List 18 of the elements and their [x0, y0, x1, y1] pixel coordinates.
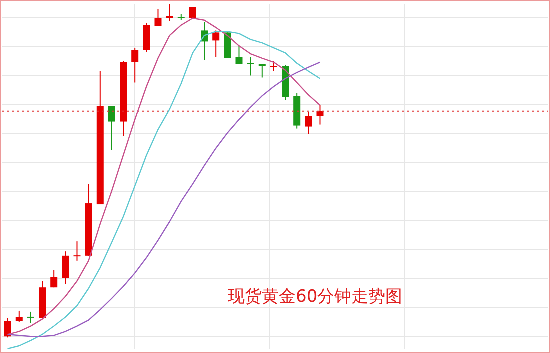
candlestick — [132, 48, 139, 84]
candlestick — [316, 104, 324, 126]
candlestick — [166, 4, 174, 22]
candlestick — [212, 30, 220, 58]
candlestick — [270, 60, 278, 72]
candlestick — [27, 311, 34, 324]
candlestick — [74, 241, 81, 262]
candlestick — [62, 251, 70, 285]
candlestick — [50, 270, 58, 288]
candlestick — [258, 64, 266, 78]
candlestick — [16, 310, 23, 323]
candlestick — [305, 112, 312, 135]
candlestick — [108, 106, 116, 151]
candlestick — [247, 56, 254, 76]
candlestick — [154, 8, 162, 27]
text: 现货黄金60分钟走势图 — [228, 286, 403, 308]
candlestick — [4, 318, 12, 338]
candlestick — [236, 46, 243, 65]
